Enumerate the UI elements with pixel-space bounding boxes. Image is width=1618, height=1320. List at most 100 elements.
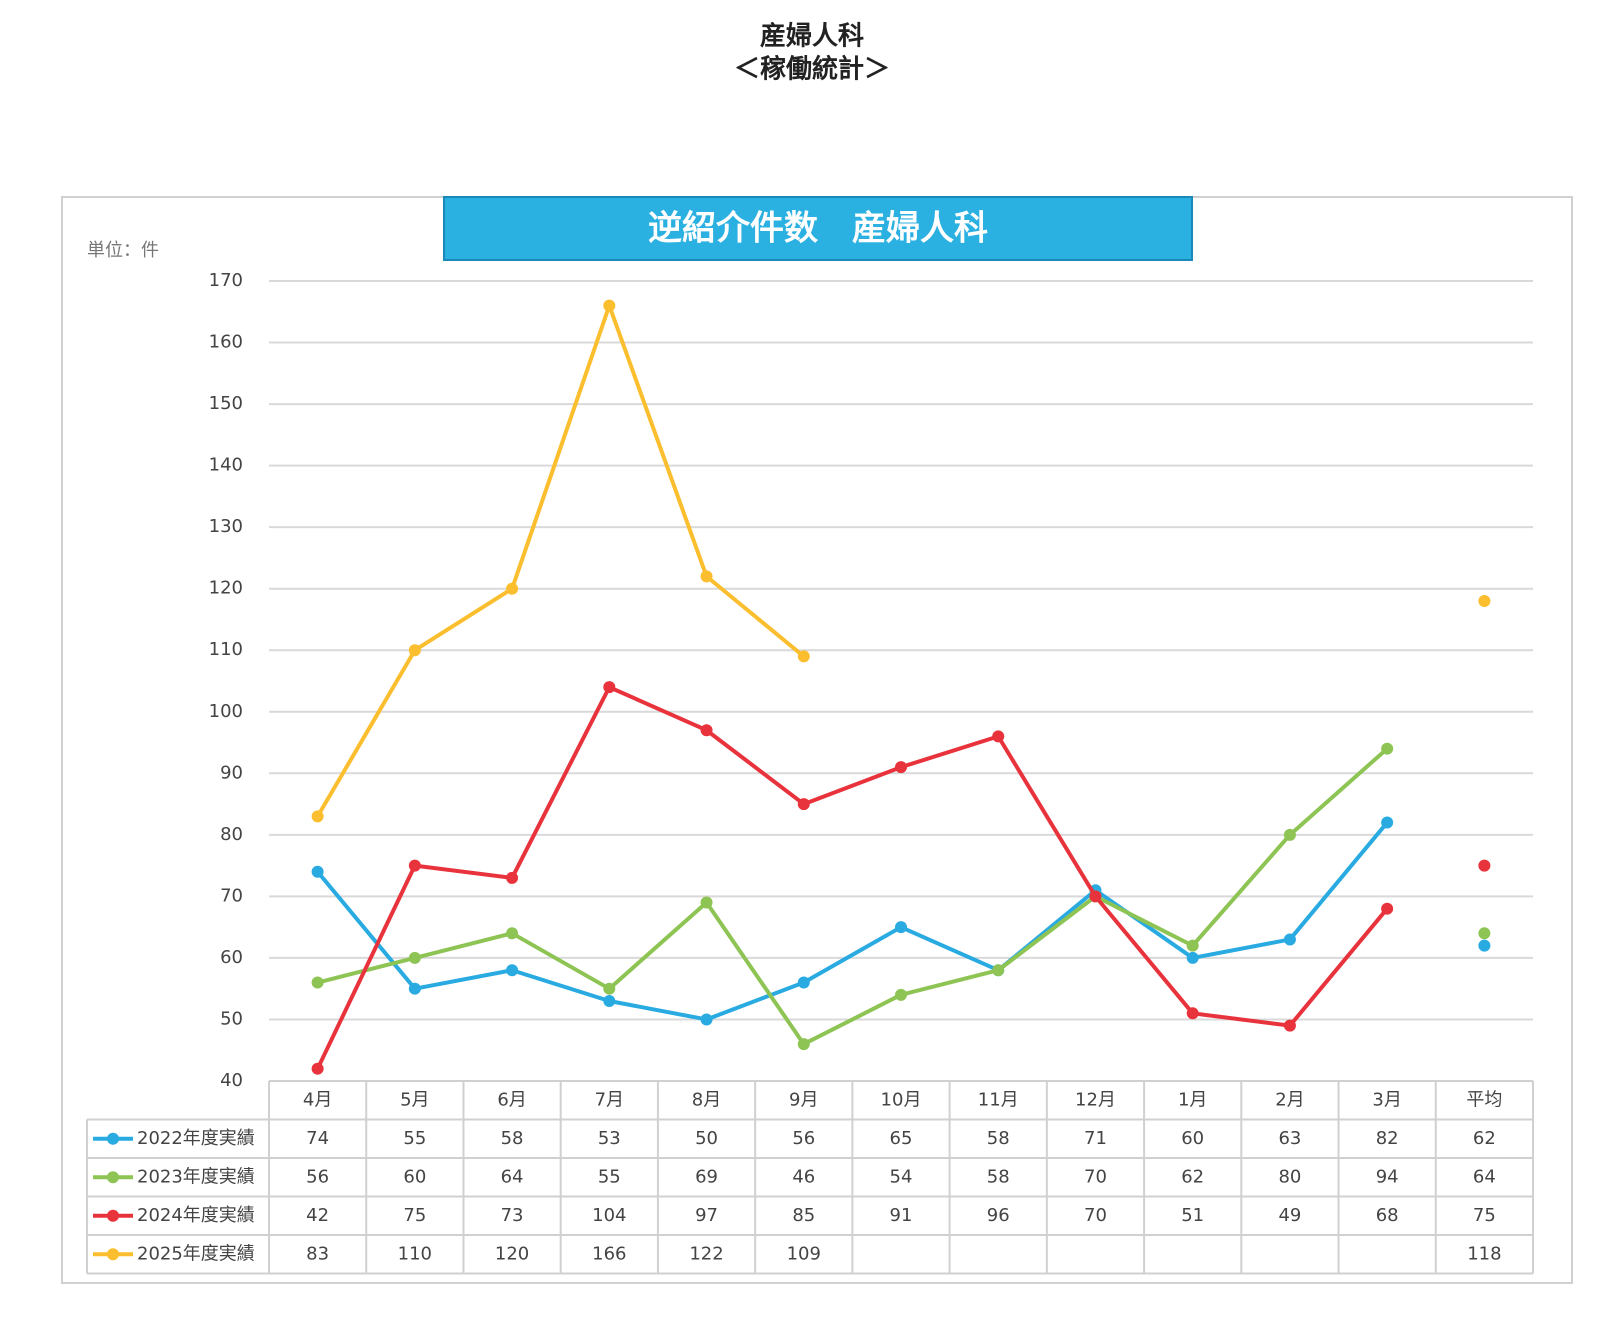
x-tick-label: 5月: [400, 1089, 429, 1110]
table-value: 85: [792, 1205, 815, 1226]
x-tick-label: 7月: [595, 1089, 624, 1110]
table-value: 53: [598, 1128, 621, 1149]
table-value: 49: [1278, 1205, 1301, 1226]
table-value: 60: [403, 1166, 426, 1187]
table-value: 64: [1473, 1166, 1496, 1187]
table-value: 46: [792, 1166, 815, 1187]
table-value: 80: [1278, 1166, 1301, 1187]
data-point: [700, 896, 713, 909]
data-point: [1283, 933, 1296, 946]
legend-label: 2024年度実績: [137, 1205, 255, 1226]
y-tick-label: 40: [220, 1070, 243, 1091]
data-point: [895, 988, 907, 1001]
table-value: 58: [987, 1166, 1010, 1187]
table-value: 166: [592, 1243, 626, 1264]
y-tick-label: 120: [209, 578, 243, 599]
series-line: [316, 821, 1389, 1022]
data-point: [700, 724, 713, 737]
table-value: 68: [1376, 1205, 1399, 1226]
table-value: 62: [1181, 1166, 1204, 1187]
table-value: 70: [1084, 1166, 1107, 1187]
data-point: [1186, 939, 1199, 952]
table-value: 97: [695, 1205, 718, 1226]
table-value: 75: [1473, 1205, 1496, 1226]
data-point: [1186, 1007, 1199, 1020]
data-point: [992, 964, 1005, 977]
legend-label: 2023年度実績: [137, 1166, 255, 1187]
data-point: [603, 299, 616, 312]
x-tick-label: 3月: [1372, 1089, 1401, 1110]
data-point: [506, 927, 519, 940]
table-value: 62: [1473, 1128, 1496, 1149]
legend-label: 2025年度実績: [137, 1243, 255, 1264]
table-value: 96: [987, 1205, 1010, 1226]
table-value: 104: [592, 1205, 626, 1226]
data-point: [408, 859, 421, 872]
table-value: 54: [890, 1166, 913, 1187]
table-value: 50: [695, 1128, 718, 1149]
data-point: [797, 798, 810, 811]
table-value: 60: [1181, 1128, 1204, 1149]
table-value: 74: [306, 1128, 329, 1149]
x-tick-label: 6月: [497, 1089, 526, 1110]
data-point: [603, 681, 616, 694]
data-point: [506, 964, 519, 977]
y-tick-label: 140: [209, 455, 243, 476]
page-title: 産婦人科: [760, 21, 864, 52]
y-tick-label: 150: [209, 393, 243, 414]
y-tick-label: 90: [220, 762, 243, 783]
table-value: 42: [306, 1205, 329, 1226]
data-point: [1283, 1019, 1296, 1032]
data-point: [408, 644, 421, 657]
table-value: 109: [787, 1243, 821, 1264]
data-point: [700, 570, 713, 583]
legend-marker: [107, 1171, 119, 1184]
legend-marker: [107, 1132, 119, 1145]
data-point: [311, 976, 324, 989]
table-value: 58: [501, 1128, 524, 1149]
legend-label: 2022年度実績: [137, 1128, 255, 1149]
data-point: [1089, 890, 1102, 903]
y-tick-label: 160: [209, 332, 243, 353]
data-point: [1186, 951, 1199, 964]
table-value: 64: [501, 1166, 524, 1187]
data-point: [700, 1013, 713, 1026]
data-point: [506, 871, 519, 884]
data-point: [992, 730, 1005, 743]
series-line: [315, 685, 1389, 1070]
data-point: [603, 995, 616, 1007]
table-value: 56: [306, 1166, 329, 1187]
legend-marker: [107, 1209, 119, 1222]
table-value: 91: [890, 1205, 913, 1226]
table-value: 82: [1376, 1128, 1399, 1149]
data-point: [895, 921, 907, 934]
table-value: 55: [598, 1166, 621, 1187]
table-value: 63: [1278, 1128, 1301, 1149]
data-point: [895, 761, 907, 774]
average-point: [1478, 859, 1491, 872]
table-value: 118: [1467, 1243, 1501, 1264]
table-value: 73: [501, 1205, 524, 1226]
data-point: [797, 976, 810, 989]
chart-banner: [443, 196, 1193, 261]
page-subtitle: ＜稼働統計＞: [734, 54, 890, 85]
average-point: [1478, 927, 1491, 940]
x-tick-label: 1月: [1178, 1089, 1207, 1110]
average-point: [1478, 939, 1491, 952]
chart-frame: [61, 196, 1573, 1284]
series-line: [315, 303, 806, 818]
table-value: 83: [306, 1243, 329, 1264]
data-point: [797, 650, 810, 663]
series-line: [317, 747, 1389, 1047]
data-point: [408, 982, 421, 995]
data-point: [1381, 902, 1394, 915]
y-tick-label: 170: [209, 270, 243, 291]
data-point: [506, 582, 519, 595]
table-value: 58: [987, 1128, 1010, 1149]
data-point: [311, 865, 324, 878]
y-tick-label: 80: [220, 824, 243, 845]
average-point: [1478, 595, 1491, 607]
y-tick-label: 110: [209, 639, 243, 660]
x-tick-label: 8月: [692, 1089, 721, 1110]
table-value: 71: [1084, 1128, 1107, 1149]
